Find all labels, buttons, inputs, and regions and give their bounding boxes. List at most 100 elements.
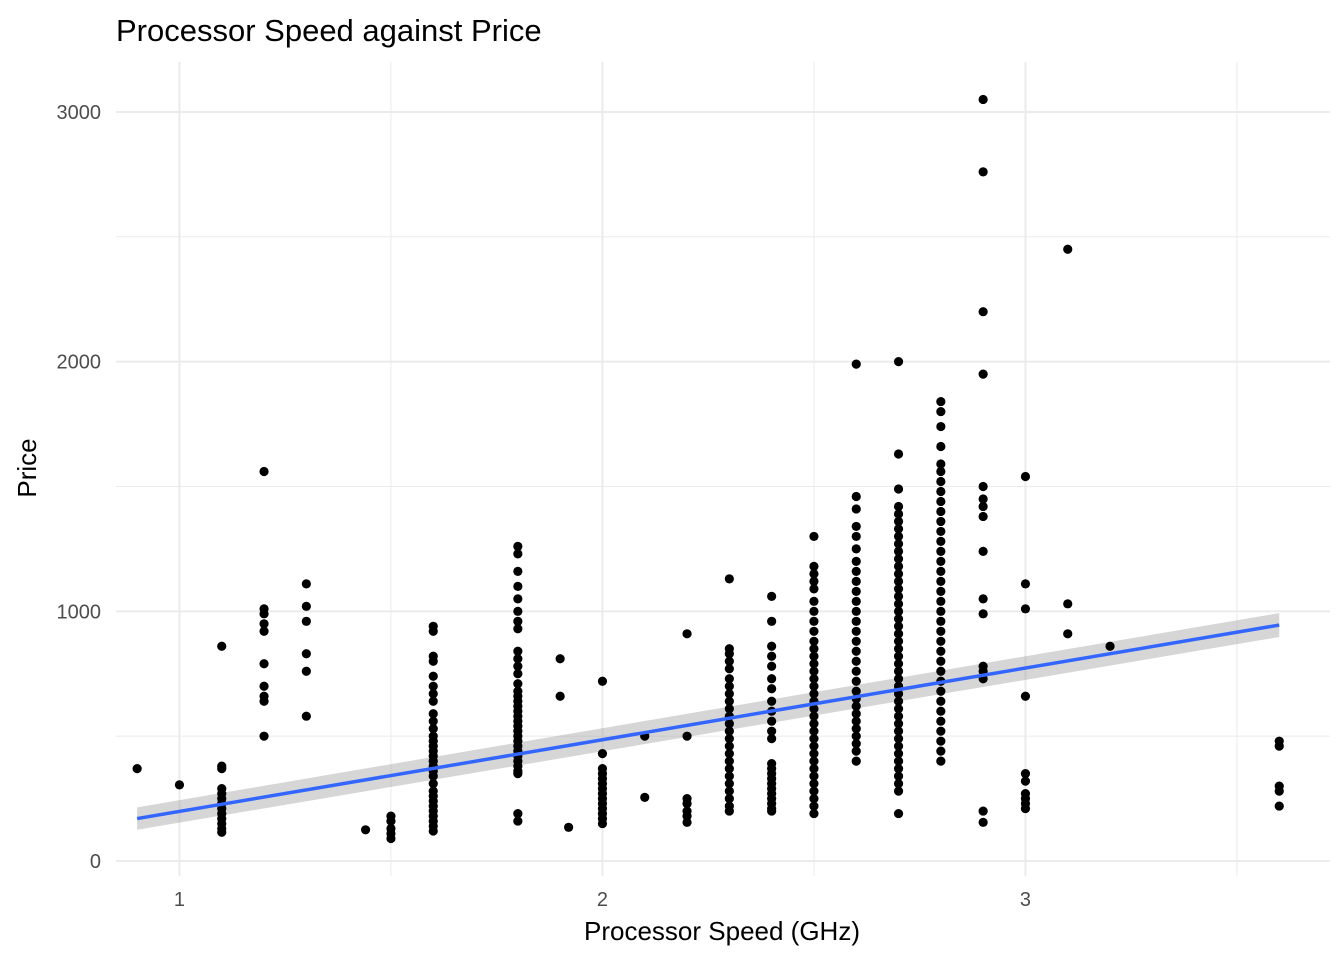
data-point (597, 676, 608, 686)
major-gridlines (116, 62, 1330, 876)
data-point (1020, 579, 1031, 589)
data-point (893, 674, 904, 684)
data-point (809, 616, 819, 626)
data-point (809, 808, 819, 819)
data-point (513, 616, 523, 626)
data-point (1020, 691, 1031, 701)
data-point (893, 516, 904, 527)
data-point (809, 674, 819, 684)
data-point (936, 636, 946, 646)
data-point (809, 726, 819, 736)
data-point (428, 681, 438, 691)
data-point (809, 659, 819, 669)
data-point (301, 666, 311, 676)
data-point (936, 421, 946, 432)
data-point (936, 596, 946, 606)
data-point (851, 626, 861, 636)
data-point (936, 576, 946, 586)
data-point (851, 556, 861, 566)
data-point (978, 167, 988, 177)
data-point (1020, 803, 1031, 814)
data-point (851, 504, 861, 514)
data-point (851, 731, 861, 741)
data-point (809, 801, 819, 811)
data-point (936, 546, 946, 556)
y-axis-title: Price (12, 438, 42, 497)
data-point (259, 609, 269, 619)
data-point (978, 94, 988, 105)
data-point (809, 689, 819, 699)
data-point (893, 666, 904, 676)
data-point (936, 606, 946, 616)
data-point (851, 531, 861, 542)
data-point (851, 646, 861, 656)
data-point (893, 599, 904, 609)
data-point (978, 546, 988, 556)
data-point (513, 594, 523, 604)
data-point (513, 549, 523, 559)
data-point (724, 779, 734, 789)
data-point (936, 476, 946, 487)
data-point (936, 706, 946, 716)
data-point (428, 656, 438, 666)
data-point (809, 771, 819, 781)
data-point (724, 734, 734, 744)
data-point (767, 716, 777, 726)
data-point (936, 586, 946, 596)
data-point (724, 771, 734, 781)
data-point (809, 749, 819, 759)
data-point (555, 654, 565, 664)
data-point (936, 406, 946, 417)
data-point (936, 686, 946, 696)
data-point (809, 756, 819, 766)
data-point (893, 786, 904, 796)
data-point (893, 749, 904, 759)
data-point (1020, 776, 1031, 786)
data-point (809, 786, 819, 796)
data-point (851, 724, 861, 734)
data-point (724, 793, 734, 804)
data-point (893, 606, 904, 616)
data-point (809, 779, 819, 789)
data-point (851, 716, 861, 726)
data-point (682, 731, 692, 741)
data-point (809, 606, 819, 616)
data-point (809, 584, 819, 594)
data-point (893, 614, 904, 624)
data-point (767, 806, 777, 816)
data-point (1274, 786, 1284, 796)
data-point (936, 459, 946, 469)
data-point (597, 749, 608, 759)
data-point (851, 636, 861, 646)
data-point (513, 679, 523, 689)
data-point (809, 596, 819, 606)
data-point (978, 501, 988, 512)
data-point (809, 576, 819, 586)
data-point (936, 441, 946, 452)
data-point (851, 739, 861, 749)
data-point (1274, 801, 1284, 811)
data-point (767, 674, 777, 684)
data-point (809, 666, 819, 676)
data-point (767, 641, 777, 651)
data-point (936, 536, 946, 547)
data-point (809, 636, 819, 646)
data-point (174, 780, 185, 790)
data-point (640, 792, 650, 802)
data-point (555, 691, 565, 701)
data-point (893, 704, 904, 714)
data-point (1063, 244, 1073, 254)
data-point (851, 756, 861, 766)
data-point (809, 764, 819, 774)
data-point (978, 494, 988, 504)
data-point (893, 629, 904, 639)
data-point (893, 484, 904, 494)
data-point (724, 664, 734, 674)
data-point (936, 516, 946, 527)
data-point (428, 709, 438, 719)
trend-line (136, 623, 1280, 821)
data-point (893, 576, 904, 586)
x-tick-label: 1 (174, 889, 185, 911)
data-point (428, 724, 438, 734)
